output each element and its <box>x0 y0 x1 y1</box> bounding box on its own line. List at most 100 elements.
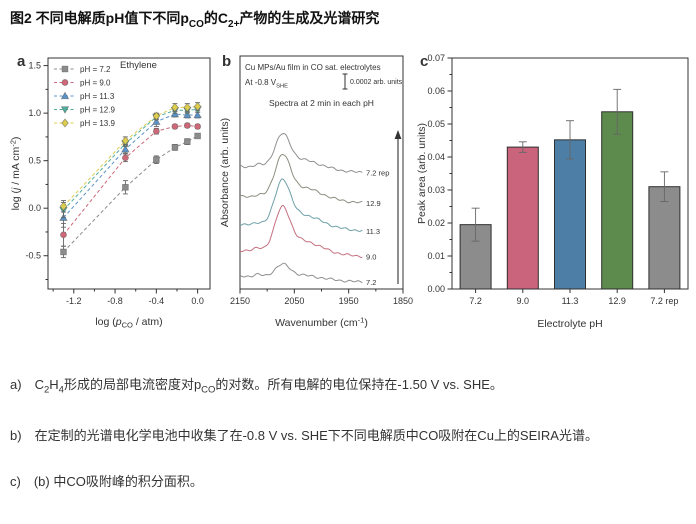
panel-letter-c: c <box>420 53 428 70</box>
panel-a-frame <box>47 57 211 290</box>
panel-a-ytick: 1.5 <box>28 60 41 70</box>
figure-title-sub-co: CO <box>188 18 204 30</box>
diamond-marker <box>121 135 130 146</box>
panel-c-x-axis-label: Electrolyte pH <box>537 318 602 330</box>
panel-c-category-label: 7.2 rep <box>650 296 678 306</box>
square-marker <box>122 183 129 191</box>
triangle-up-marker <box>121 144 130 153</box>
diamond-marker <box>59 201 68 211</box>
diamond-marker <box>152 111 161 121</box>
panel-c-ytick: 0.00 <box>427 284 445 294</box>
circle-marker <box>152 127 160 135</box>
panel-b-x-axis-label: Wavenumber (cm-1) <box>275 315 368 329</box>
triangle-up-marker <box>60 91 70 99</box>
panel-c-bar-chart: 0.00 0.01 0.02 0.03 0.04 0.05 0.06 0.07 7.2 9.0 11… <box>416 53 689 330</box>
panel-c-axes: 0.00 0.01 0.02 0.03 0.04 0.05 0.06 0.07 7.2 9.0 11… <box>427 53 678 306</box>
panel-c-ytick: 0.04 <box>427 152 445 162</box>
panel-b-spectrum-label: 12.9 <box>366 199 381 208</box>
panel-a-y-axis-label: log (j / mA cm-2) <box>8 136 22 210</box>
circle-marker <box>183 121 191 129</box>
panel-a-xtick: -0.4 <box>149 296 165 306</box>
panel-c-category-label: 12.9 <box>608 296 626 306</box>
panel-a-ytick: 1.0 <box>28 108 41 118</box>
panel-b-ph-arrow <box>394 129 402 284</box>
panel-b-scalebar: 0.0002 arb. units <box>342 73 403 90</box>
panel-letter-a: a <box>17 53 26 70</box>
panel-b-spectra-chart: 2150 2050 1950 1850 Wavenumber (cm-1) Absorba… <box>219 53 413 329</box>
panel-b-annotation-spectra-time: Spectra at 2 min in each pH <box>269 98 374 108</box>
caption-b: b) 在定制的光谱电化学电池中收集了在-0.8 V vs. SHE下不同电解质中C… <box>10 428 598 444</box>
panel-b-spectrum-label: 7.2 rep <box>366 168 389 177</box>
panel-b-xtick: 1950 <box>339 296 359 306</box>
triangle-down-marker <box>60 106 70 114</box>
square-marker <box>153 156 160 163</box>
panel-b-annotation-potential: At -0.8 VSHE <box>245 78 288 90</box>
circle-marker <box>194 122 201 130</box>
triangle-up-marker <box>152 117 161 125</box>
diamond-marker <box>171 102 179 112</box>
circle-marker <box>60 231 67 238</box>
panel-b-spectrum-9.0: 9.0 <box>239 204 376 261</box>
panel-a-ytick: -0.5 <box>25 251 41 261</box>
panel-a-xtick: 0.0 <box>191 296 204 306</box>
circle-marker <box>122 154 129 161</box>
panel-b-scalebar-label: 0.0002 arb. units <box>350 79 403 86</box>
circle-marker <box>61 78 69 86</box>
panel-b-annotation-electrolyte: Cu MPs/Au film in CO sat. electrolytes <box>245 63 381 72</box>
panel-c-ytick: 0.02 <box>427 218 445 228</box>
square-marker <box>194 132 201 139</box>
panel-a-legend: pH = 7.2 pH = 9.0 pH = 11.3 pH = 12.9 pH = 1… <box>54 65 115 128</box>
panel-a-series-pH=13.9 <box>59 101 202 213</box>
panel-c-bar-7.2-rep <box>648 171 681 290</box>
panel-a-legend-label: pH = 7.2 <box>80 65 111 74</box>
square-marker <box>184 138 191 145</box>
panel-a-title: Ethylene <box>120 60 157 71</box>
figure-panels: -1.2 -0.8 -0.4 0.0 -0.5 0.0 0.5 1.0 1.5 log (pCO … <box>8 44 696 356</box>
panel-a-legend-label: pH = 9.0 <box>80 78 111 87</box>
panel-c-ytick: 0.03 <box>427 185 445 195</box>
panel-letter-b: b <box>222 53 231 70</box>
diamond-marker <box>193 101 202 111</box>
panel-a-xtick: -1.2 <box>66 296 82 306</box>
panel-a-xtick: -0.8 <box>107 296 123 306</box>
panel-a-series-pH=9.0 <box>60 121 201 247</box>
panel-b-spectrum-7.2-rep: 7.2 rep <box>239 132 389 177</box>
caption-c-label: c) <box>10 474 21 490</box>
circle-marker <box>171 122 179 130</box>
panel-c-ytick: 0.07 <box>427 53 445 63</box>
panel-c-category-label: 11.3 <box>562 296 579 306</box>
panel-a-series-pH=7.2 <box>60 132 201 258</box>
figure-captions: a) C2H4形成的局部电流密度对pCO的对数。所有电解的电位保持在-1.50 V… <box>0 356 696 500</box>
panel-b-spectrum-label: 9.0 <box>366 252 376 261</box>
caption-b-label: b) <box>10 428 22 444</box>
panel-b-xtick: 1850 <box>393 296 413 306</box>
panel-a-legend-label: pH = 11.3 <box>80 92 115 101</box>
diamond-marker <box>61 118 69 128</box>
panel-b-spectrum-11.3: 11.3 <box>239 177 380 236</box>
panel-c-category-label: 9.0 <box>517 296 530 306</box>
triangle-up-marker <box>183 110 192 118</box>
panel-a-legend-label: pH = 13.9 <box>80 119 115 128</box>
panel-c-bar-7.2 <box>459 207 492 290</box>
panel-a-line-chart: -1.2 -0.8 -0.4 0.0 -0.5 0.0 0.5 1.0 1.5 log (pCO … <box>8 53 211 330</box>
panel-b-y-axis-label: Absorbance (arb. units) <box>219 118 231 227</box>
panel-a-ytick: 0.0 <box>28 203 41 213</box>
caption-a-label: a) <box>10 376 22 392</box>
panel-b-spectrum-label: 7.2 <box>366 278 376 287</box>
panel-b-spectrum-12.9: 12.9 <box>239 153 381 208</box>
figure-title-text: 图2 不同电解质pH值下不同p <box>10 10 189 26</box>
panel-b-xtick: 2150 <box>230 296 250 306</box>
square-marker <box>60 248 67 255</box>
diamond-marker <box>183 102 192 112</box>
panel-c-bar-12.9 <box>601 88 634 290</box>
panel-b-spectrum-7.2: 7.2 <box>239 262 376 287</box>
figure-title: 图2 不同电解质pH值下不同pCO的C2+产物的生成及光谱研究 <box>10 10 380 30</box>
panel-a-legend-label: pH = 12.9 <box>80 105 115 114</box>
panel-c-bar-9.0 <box>506 141 539 290</box>
triangle-up-marker <box>193 110 202 118</box>
square-marker <box>171 143 179 151</box>
panel-b-xtick: 2050 <box>284 296 304 306</box>
figure-title-sub-2plus: 2+ <box>228 18 240 30</box>
panel-b-axes: 2150 2050 1950 1850 <box>230 288 413 306</box>
panel-a-x-axis-label: log (pCO / atm) <box>95 316 162 330</box>
